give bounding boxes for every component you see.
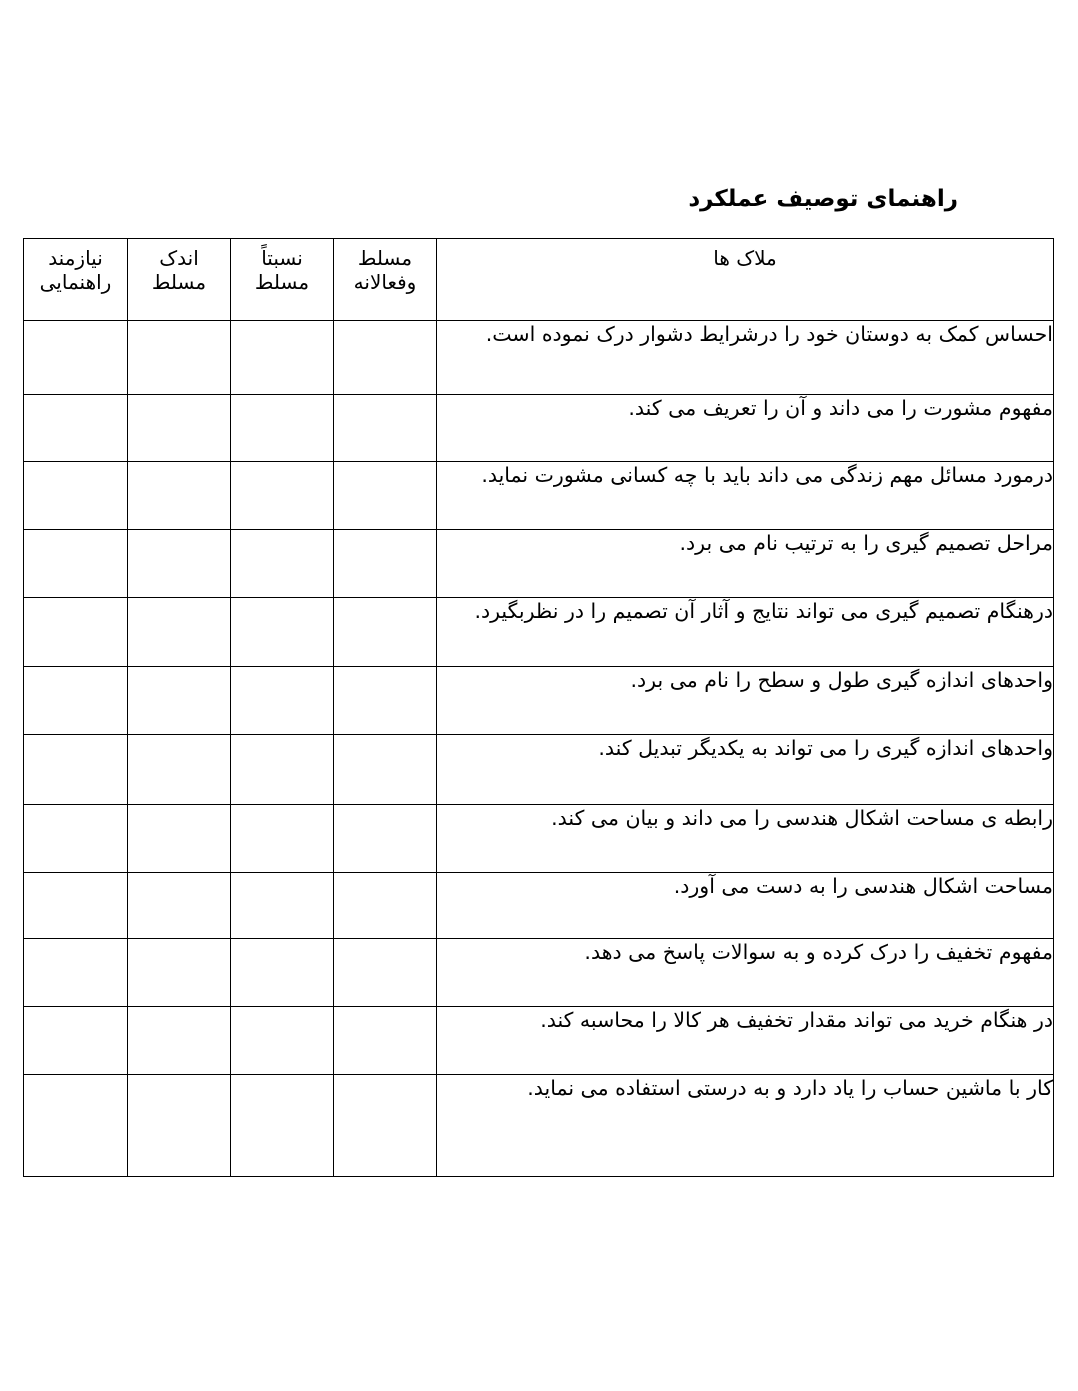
table-row: احساس کمک به دوستان خود را درشرایط دشوار… — [23, 320, 1054, 395]
table-body: احساس کمک به دوستان خود را درشرایط دشوار… — [23, 320, 1054, 1177]
criteria-text: درمورد مسائل مهم زندگی می داند باید با چ… — [436, 461, 1054, 530]
mark-cell-level-1[interactable] — [333, 666, 437, 735]
mark-cell-level-2[interactable] — [230, 597, 334, 667]
criteria-text: واحدهای اندازه گیری طول و سطح را نام می … — [436, 666, 1054, 735]
column-header-level-4: نیازمند راهنمایی — [23, 238, 128, 321]
criteria-text: مفهوم تخفیف را درک کرده و به سوالات پاسخ… — [436, 938, 1054, 1007]
criteria-text: واحدهای اندازه گیری را می تواند به یکدیگ… — [436, 734, 1054, 805]
mark-cell-level-1[interactable] — [333, 734, 437, 805]
mark-cell-level-4[interactable] — [23, 597, 128, 667]
table-row: درمورد مسائل مهم زندگی می داند باید با چ… — [23, 461, 1054, 530]
column-header-level-3-label: اندک مسلط — [151, 246, 207, 295]
mark-cell-level-3[interactable] — [127, 1006, 231, 1075]
mark-cell-level-2[interactable] — [230, 1074, 334, 1177]
mark-cell-level-4[interactable] — [23, 461, 128, 530]
page-title: راهنمای توصیف عملکرد — [688, 186, 958, 212]
table-row: درهنگام تصمیم گیری می تواند نتایج و آثار… — [23, 597, 1054, 667]
header-row: ملاک ها مسلط وفعالانه نسبتاً مسلط اندک م… — [23, 238, 1054, 321]
mark-cell-level-2[interactable] — [230, 804, 334, 873]
mark-cell-level-1[interactable] — [333, 394, 437, 462]
mark-cell-level-3[interactable] — [127, 597, 231, 667]
table-row: در هنگام خرید می تواند مقدار تخفیف هر کا… — [23, 1006, 1054, 1075]
mark-cell-level-2[interactable] — [230, 666, 334, 735]
mark-cell-level-2[interactable] — [230, 938, 334, 1007]
mark-cell-level-4[interactable] — [23, 394, 128, 462]
mark-cell-level-1[interactable] — [333, 461, 437, 530]
mark-cell-level-4[interactable] — [23, 1074, 128, 1177]
mark-cell-level-1[interactable] — [333, 938, 437, 1007]
rubric-table-container: ملاک ها مسلط وفعالانه نسبتاً مسلط اندک م… — [23, 238, 1054, 1177]
mark-cell-level-3[interactable] — [127, 1074, 231, 1177]
mark-cell-level-3[interactable] — [127, 320, 231, 395]
criteria-text: مساحت اشکال هندسی را به دست می آورد. — [436, 872, 1054, 939]
column-header-level-3: اندک مسلط — [127, 238, 231, 321]
mark-cell-level-3[interactable] — [127, 938, 231, 1007]
column-header-level-4-label: نیازمند راهنمایی — [39, 246, 112, 295]
table-row: مفهوم تخفیف را درک کرده و به سوالات پاسخ… — [23, 938, 1054, 1007]
mark-cell-level-1[interactable] — [333, 597, 437, 667]
mark-cell-level-3[interactable] — [127, 734, 231, 805]
column-header-level-2: نسبتاً مسلط — [230, 238, 334, 321]
table-row: واحدهای اندازه گیری را می تواند به یکدیگ… — [23, 734, 1054, 805]
column-header-level-1: مسلط وفعالانه — [333, 238, 437, 321]
mark-cell-level-2[interactable] — [230, 1006, 334, 1075]
mark-cell-level-2[interactable] — [230, 461, 334, 530]
mark-cell-level-2[interactable] — [230, 734, 334, 805]
mark-cell-level-2[interactable] — [230, 872, 334, 939]
mark-cell-level-4[interactable] — [23, 529, 128, 598]
column-header-criteria-label: ملاک ها — [713, 246, 777, 270]
criteria-text: کار با ماشین حساب را یاد دارد و به درستی… — [436, 1074, 1054, 1177]
mark-cell-level-4[interactable] — [23, 1006, 128, 1075]
table-header: ملاک ها مسلط وفعالانه نسبتاً مسلط اندک م… — [23, 238, 1054, 321]
criteria-text: درهنگام تصمیم گیری می تواند نتایج و آثار… — [436, 597, 1054, 667]
table-row: رابطه ی مساحت اشکال هندسی را می داند و ب… — [23, 804, 1054, 873]
mark-cell-level-4[interactable] — [23, 734, 128, 805]
table-row: واحدهای اندازه گیری طول و سطح را نام می … — [23, 666, 1054, 735]
column-header-level-1-label: مسلط وفعالانه — [353, 246, 417, 295]
mark-cell-level-3[interactable] — [127, 461, 231, 530]
table-row: کار با ماشین حساب را یاد دارد و به درستی… — [23, 1074, 1054, 1177]
mark-cell-level-4[interactable] — [23, 666, 128, 735]
criteria-text: احساس کمک به دوستان خود را درشرایط دشوار… — [436, 320, 1054, 395]
mark-cell-level-1[interactable] — [333, 320, 437, 395]
table-row: مساحت اشکال هندسی را به دست می آورد. — [23, 872, 1054, 939]
mark-cell-level-3[interactable] — [127, 804, 231, 873]
mark-cell-level-2[interactable] — [230, 394, 334, 462]
mark-cell-level-3[interactable] — [127, 872, 231, 939]
mark-cell-level-2[interactable] — [230, 529, 334, 598]
table-row: مفهوم مشورت را می داند و آن را تعریف می … — [23, 394, 1054, 462]
mark-cell-level-3[interactable] — [127, 394, 231, 462]
table-row: مراحل تصمیم گیری را به ترتیب نام می برد. — [23, 529, 1054, 598]
mark-cell-level-3[interactable] — [127, 666, 231, 735]
mark-cell-level-4[interactable] — [23, 804, 128, 873]
mark-cell-level-1[interactable] — [333, 872, 437, 939]
column-header-level-2-label: نسبتاً مسلط — [254, 246, 310, 295]
criteria-text: رابطه ی مساحت اشکال هندسی را می داند و ب… — [436, 804, 1054, 873]
mark-cell-level-3[interactable] — [127, 529, 231, 598]
mark-cell-level-4[interactable] — [23, 872, 128, 939]
mark-cell-level-2[interactable] — [230, 320, 334, 395]
criteria-text: در هنگام خرید می تواند مقدار تخفیف هر کا… — [436, 1006, 1054, 1075]
performance-rubric-table: ملاک ها مسلط وفعالانه نسبتاً مسلط اندک م… — [23, 238, 1054, 1177]
column-header-criteria: ملاک ها — [436, 238, 1054, 321]
mark-cell-level-4[interactable] — [23, 320, 128, 395]
mark-cell-level-4[interactable] — [23, 938, 128, 1007]
mark-cell-level-1[interactable] — [333, 1074, 437, 1177]
mark-cell-level-1[interactable] — [333, 804, 437, 873]
criteria-text: مراحل تصمیم گیری را به ترتیب نام می برد. — [436, 529, 1054, 598]
mark-cell-level-1[interactable] — [333, 1006, 437, 1075]
mark-cell-level-1[interactable] — [333, 529, 437, 598]
criteria-text: مفهوم مشورت را می داند و آن را تعریف می … — [436, 394, 1054, 462]
